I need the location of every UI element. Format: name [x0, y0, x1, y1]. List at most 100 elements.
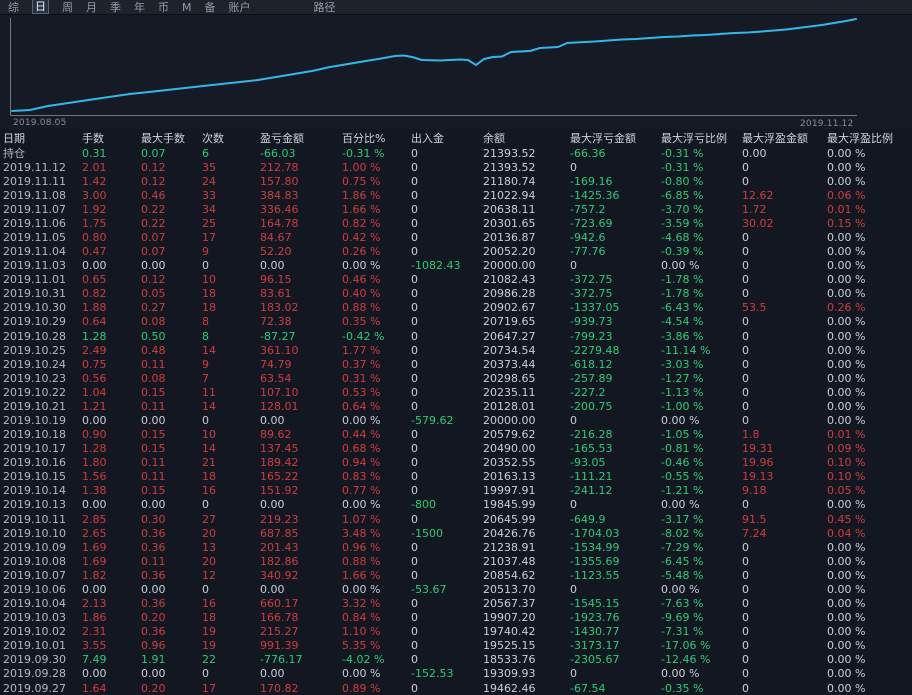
table-row[interactable]: 2019.10.06 0.00 0.00 0 0.00 0.00 % -53.67 20513… [0, 582, 912, 596]
table-row[interactable]: 2019.11.04 0.47 0.07 9 52.20 0.26 % 0 20052.20 -… [0, 245, 912, 259]
column-header[interactable]: 最大手数 [141, 131, 185, 145]
menu-item-备[interactable]: 备 [204, 0, 216, 14]
cell: 0 [742, 414, 749, 428]
cell: 20373.44 [483, 357, 536, 371]
table-row[interactable]: 2019.10.23 0.56 0.08 7 63.54 0.31 % 0 20298.65 -… [0, 371, 912, 385]
cell: -799.23 [570, 329, 613, 343]
table-row[interactable]: 2019.10.14 1.38 0.15 16 151.92 0.77 % 0 19997.9… [0, 484, 912, 498]
cell: 0.90 [82, 428, 107, 442]
table-row[interactable]: 2019.10.29 0.64 0.08 8 72.38 0.35 % 0 20719.65 -… [0, 315, 912, 329]
column-header[interactable]: 最大浮亏金额 [570, 131, 636, 145]
column-header[interactable]: 日期 [3, 131, 25, 145]
table-row[interactable]: 2019.10.24 0.75 0.11 9 74.79 0.37 % 0 20373.44 -… [0, 357, 912, 371]
table-row[interactable]: 2019.09.30 7.49 1.91 22 -776.17 -4.02 % 0 18533… [0, 653, 912, 667]
table-row[interactable]: 2019.10.04 2.13 0.36 16 660.17 3.32 % 0 20567.3… [0, 597, 912, 611]
table-row[interactable]: 2019.11.03 0.00 0.00 0 0.00 0.00 % -1082.43 200… [0, 259, 912, 273]
column-header[interactable]: 最大浮亏比例 [661, 131, 727, 145]
cell: 20298.65 [483, 371, 536, 385]
table-row[interactable]: 2019.11.01 0.65 0.12 10 96.15 0.46 % 0 21082.43… [0, 273, 912, 287]
table-row[interactable]: 2019.10.08 1.69 0.11 20 182.86 0.88 % 0 21037.4… [0, 554, 912, 568]
column-header[interactable]: 余额 [483, 131, 505, 145]
column-header[interactable]: 最大浮盈金额 [742, 131, 808, 145]
table-row[interactable]: 2019.10.18 0.90 0.15 10 89.62 0.44 % 0 20579.62… [0, 428, 912, 442]
table-row[interactable]: 2019.10.25 2.49 0.48 14 361.10 1.77 % 0 20734.5… [0, 343, 912, 357]
table-row[interactable]: 2019.10.22 1.04 0.15 11 107.10 0.53 % 0 20235.1… [0, 385, 912, 399]
table-row[interactable]: 2019.10.21 1.21 0.11 14 128.01 0.64 % 0 20128.0… [0, 399, 912, 413]
cell: 0.45 % [827, 512, 866, 526]
menu-item-年[interactable]: 年 [134, 0, 145, 14]
table-row[interactable]: 2019.11.08 3.00 0.46 33 384.83 1.86 % 0 21022.9… [0, 188, 912, 202]
cell: 0.26 % [342, 245, 381, 259]
table-row[interactable]: 2019.10.31 0.82 0.05 18 83.61 0.40 % 0 20986.28… [0, 287, 912, 301]
cell: 1.07 % [342, 512, 381, 526]
table-row[interactable]: 2019.10.07 1.82 0.36 12 340.92 1.66 % 0 20854.6… [0, 568, 912, 582]
cell: 89.62 [260, 428, 292, 442]
cell: 0.05 [141, 287, 166, 301]
table-row[interactable]: 2019.11.06 1.75 0.22 25 164.78 0.82 % 0 20301.6… [0, 216, 912, 230]
menu-item-路径[interactable]: 路径 [313, 0, 336, 14]
menu-item-综[interactable]: 综 [8, 0, 19, 14]
table-row[interactable]: 2019.10.02 2.31 0.36 19 215.27 1.10 % 0 19740.4… [0, 625, 912, 639]
table-row[interactable]: 2019.10.10 2.65 0.36 20 687.85 3.48 % -1500 204… [0, 526, 912, 540]
table-row[interactable]: 2019.11.07 1.92 0.22 34 336.46 1.66 % 0 20638.1… [0, 202, 912, 216]
menu-item-月[interactable]: 月 [86, 0, 97, 14]
cell: 0.00 % [827, 399, 866, 413]
table-row[interactable]: 2019.10.01 3.55 0.96 19 991.39 5.35 % 0 19525.1… [0, 639, 912, 653]
column-header[interactable]: 手数 [82, 131, 104, 145]
menu-item-周[interactable]: 周 [62, 0, 73, 14]
cell: 2019.10.08 [3, 554, 66, 568]
table-row[interactable]: 2019.10.15 1.56 0.11 18 165.22 0.83 % 0 20163.1… [0, 470, 912, 484]
column-header[interactable]: 出入金 [411, 131, 444, 145]
cell: -77.76 [570, 245, 606, 259]
menu-item-币[interactable]: 币 [158, 0, 169, 14]
cell: 1.69 [82, 554, 107, 568]
cell: 1.80 [82, 456, 107, 470]
cell: 83.61 [260, 287, 292, 301]
table-row[interactable]: 2019.09.27 1.64 0.20 17 170.82 0.89 % 0 19462.4… [0, 681, 912, 695]
cell: 0.44 % [342, 428, 381, 442]
table-row[interactable]: 2019.11.12 2.01 0.12 35 212.78 1.00 % 0 21393.5… [0, 160, 912, 174]
cell: 18 [202, 301, 216, 315]
cell: 0.01 % [827, 428, 866, 442]
table-row[interactable]: 2019.10.17 1.28 0.15 14 137.45 0.68 % 0 20490.0… [0, 442, 912, 456]
column-header[interactable]: 百分比% [342, 131, 386, 145]
cell: 25 [202, 216, 216, 230]
menu-item-日[interactable]: 日 [32, 0, 49, 14]
cell: 0.00 % [827, 371, 866, 385]
table-row[interactable]: 2019.10.13 0.00 0.00 0 0.00 0.00 % -800 19845.9… [0, 498, 912, 512]
cell: 84.67 [260, 231, 292, 244]
table-row[interactable]: 2019.10.30 1.88 0.27 18 183.02 0.88 % 0 20902.6… [0, 301, 912, 315]
table-row[interactable]: 2019.10.16 1.80 0.11 21 189.42 0.94 % 0 20352.5… [0, 456, 912, 470]
table-row[interactable]: 持仓 0.31 0.07 6 -66.03 -0.31 % 0 21393.52 -66.36 -… [0, 146, 912, 161]
table-row[interactable]: 2019.10.28 1.28 0.50 8 -87.27 -0.42 % 0 20647.2… [0, 329, 912, 343]
cell: 0.00 [141, 582, 166, 596]
cell: 0.00 % [827, 231, 866, 244]
table-row[interactable]: 2019.11.11 1.42 0.12 24 157.80 0.75 % 0 21180.7… [0, 174, 912, 188]
cell: 0.42 % [342, 231, 381, 244]
cell: -579.62 [411, 414, 454, 428]
column-header[interactable]: 最大浮盈比例 [827, 131, 893, 145]
menu-item-账户[interactable]: 账户 [228, 0, 251, 14]
cell: 21 [202, 456, 216, 470]
column-header[interactable]: 盈亏金额 [260, 131, 304, 145]
column-header[interactable]: 次数 [202, 131, 224, 145]
cell: 0.00 % [661, 414, 700, 428]
cell: -1.05 % [661, 428, 704, 442]
table-row[interactable]: 2019.10.03 1.86 0.20 18 166.78 0.84 % 0 19907.2… [0, 611, 912, 625]
table-row[interactable]: 2019.10.09 1.69 0.36 13 201.43 0.96 % 0 21238.9… [0, 540, 912, 554]
menu-item-M[interactable]: M [182, 0, 192, 14]
x-axis-end-label: 2019.11.12 [800, 119, 854, 129]
table-row[interactable]: 2019.10.11 2.85 0.30 27 219.23 1.07 % 0 20645.9… [0, 512, 912, 526]
table-row[interactable]: 2019.11.05 0.80 0.07 17 84.67 0.42 % 0 20136.87… [0, 230, 912, 244]
menu-item-季[interactable]: 季 [110, 0, 121, 14]
cell: 0.10 % [827, 470, 866, 484]
cell: 0 [411, 442, 418, 456]
cell: 20 [202, 526, 216, 540]
cell: 0.00 % [827, 667, 866, 681]
cell: 20235.11 [483, 385, 536, 399]
table-row[interactable]: 2019.09.28 0.00 0.00 0 0.00 0.00 % -152.53 1930… [0, 667, 912, 681]
cell: -241.12 [570, 484, 613, 498]
cell: -1430.77 [570, 625, 620, 639]
cell: 361.10 [260, 343, 299, 357]
table-row[interactable]: 2019.10.19 0.00 0.00 0 0.00 0.00 % -579.62 2000… [0, 413, 912, 427]
